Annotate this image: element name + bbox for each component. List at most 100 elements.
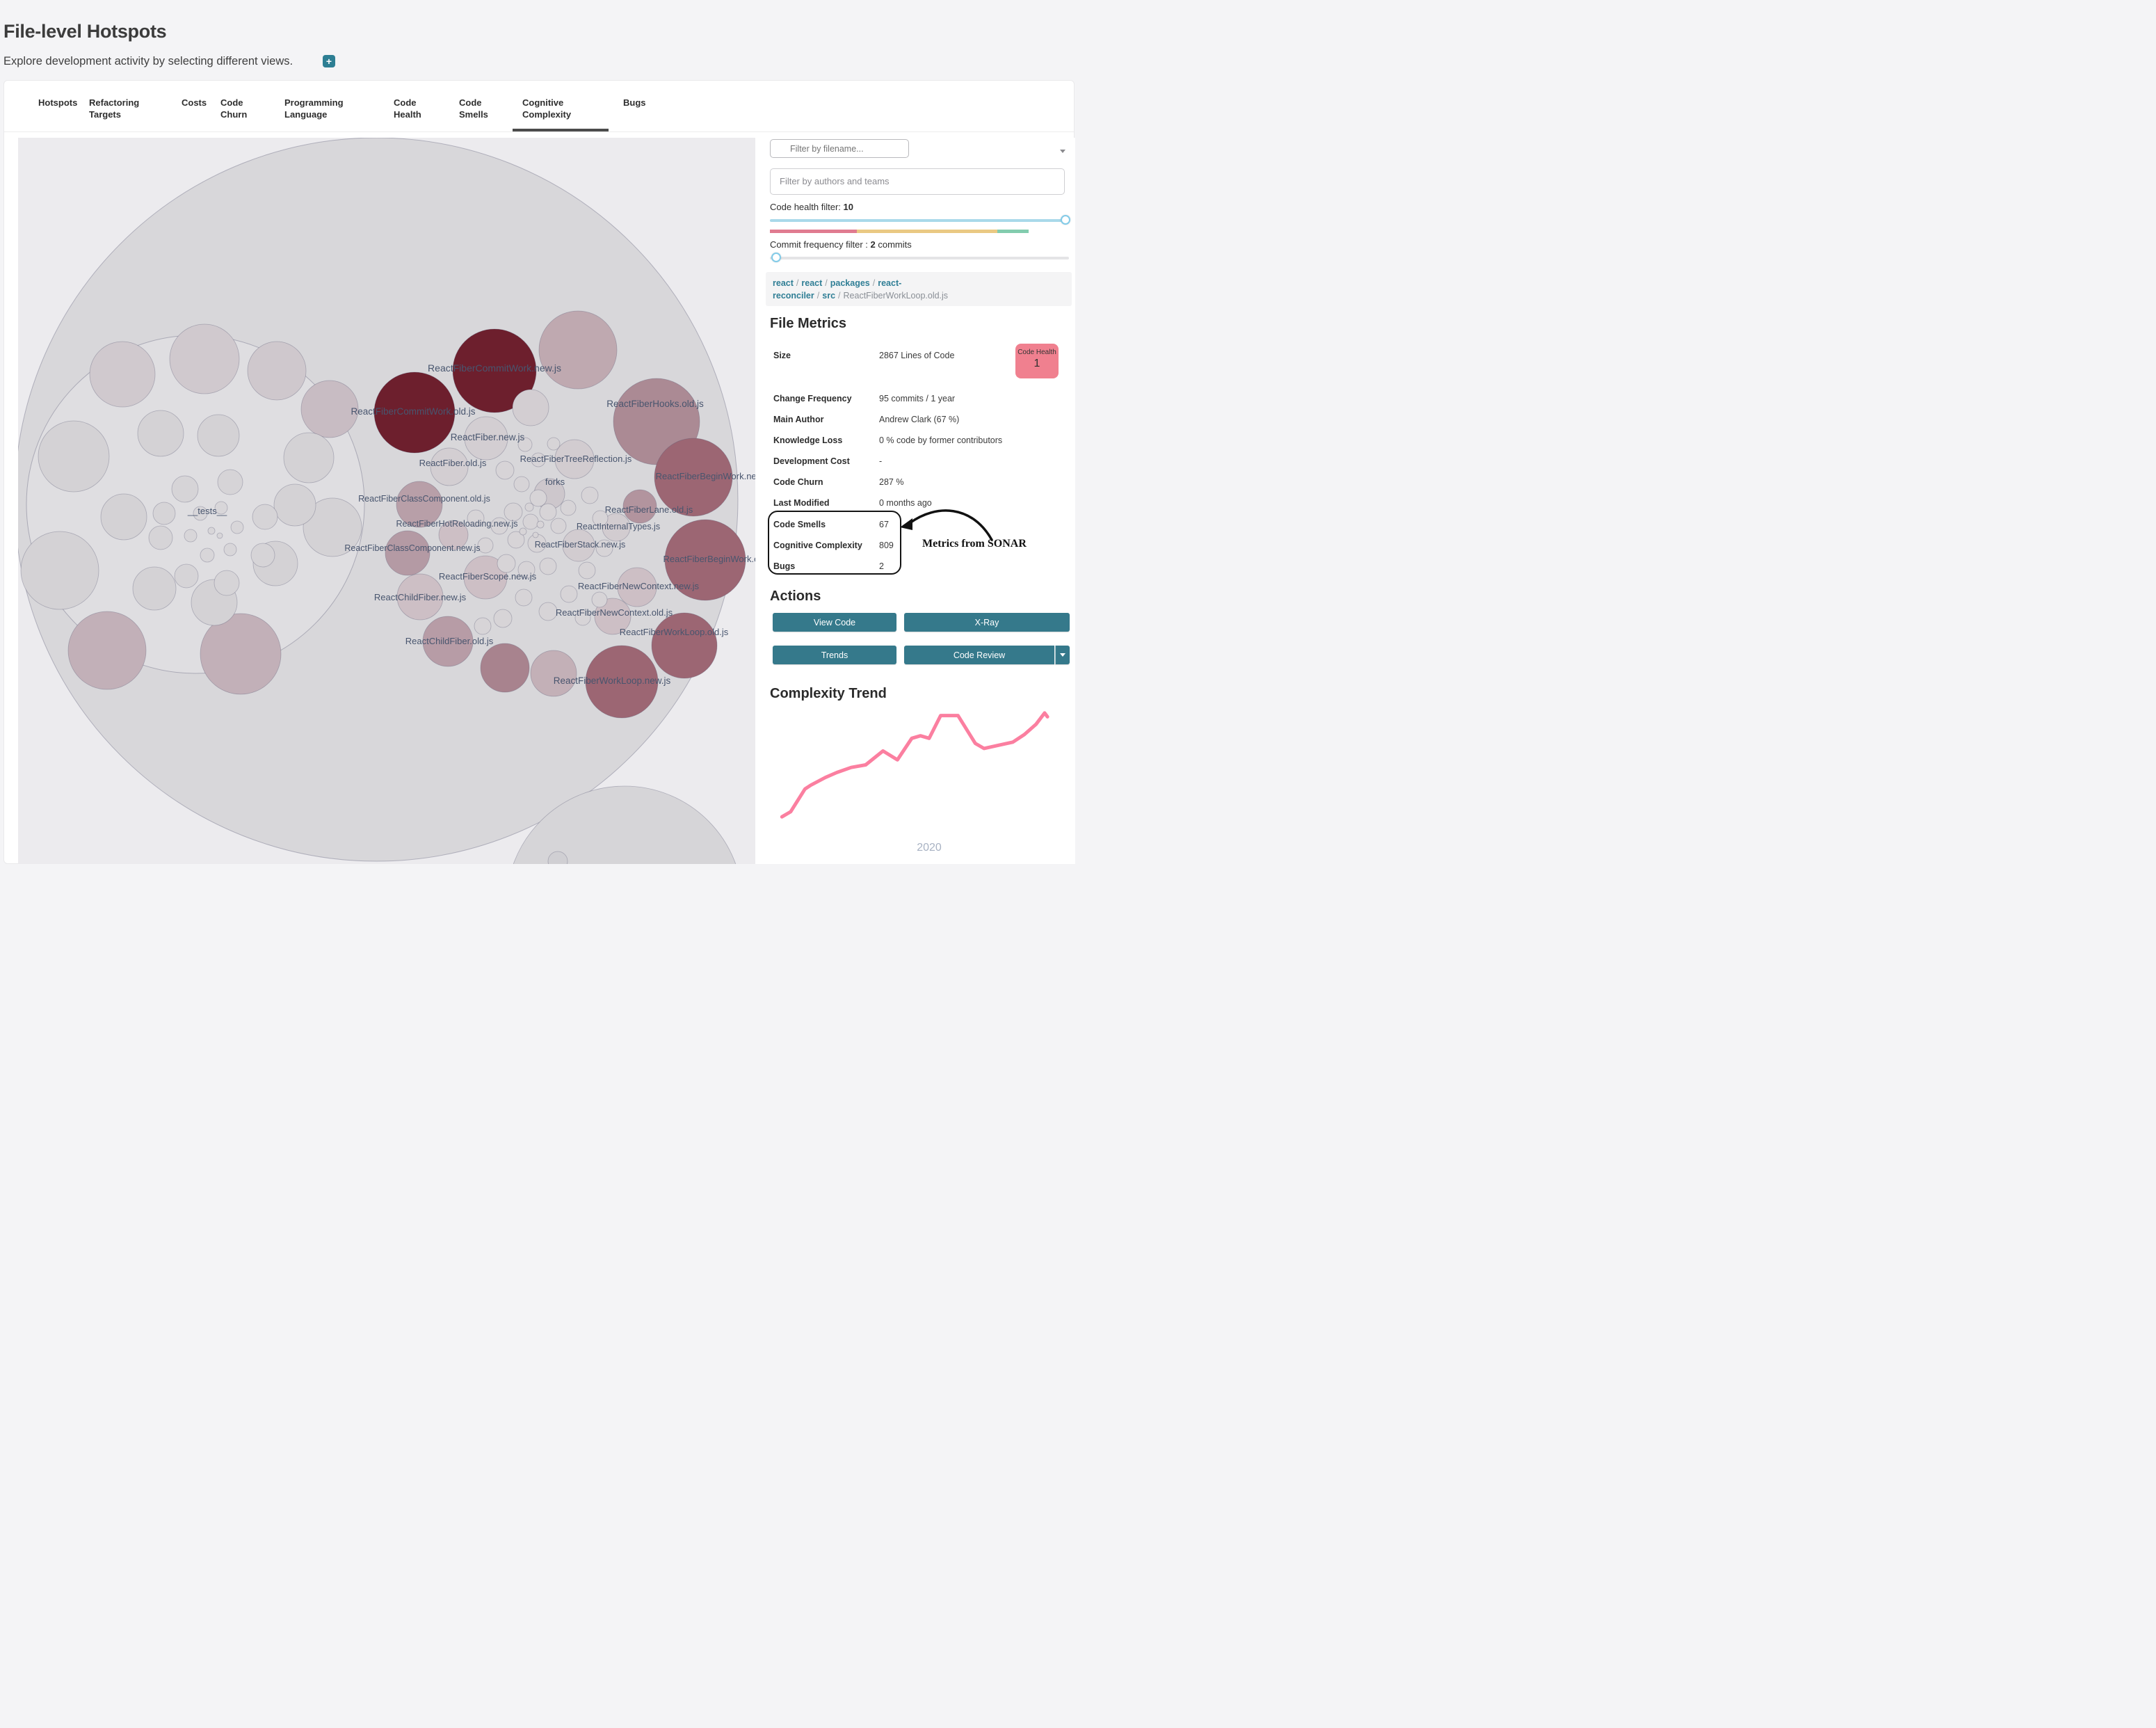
bubble-circle[interactable] (373, 371, 456, 454)
bubble-circle[interactable] (422, 616, 474, 667)
bubble-circle[interactable] (100, 493, 147, 541)
bubble-circle[interactable] (89, 341, 156, 408)
bubble-circle[interactable] (585, 645, 659, 719)
tab-costs[interactable]: Costs (182, 97, 207, 108)
tab-code-health[interactable]: Code Health (394, 97, 421, 120)
bubble-circle[interactable] (217, 469, 243, 495)
bubble-circle[interactable] (250, 543, 275, 568)
breadcrumb-link-packages[interactable]: packages (830, 278, 870, 288)
bubble-circle[interactable] (300, 380, 359, 438)
bubble-circle[interactable] (464, 416, 508, 461)
bubble-circle[interactable] (519, 527, 527, 536)
bubble-circle[interactable] (148, 525, 173, 550)
breadcrumb-link-react[interactable]: react (801, 278, 823, 288)
bubble-circle[interactable] (512, 389, 549, 426)
bubble-circle[interactable] (617, 567, 657, 607)
bubble-circle[interactable] (547, 437, 561, 451)
bubble-circle[interactable] (385, 530, 431, 576)
bubble-circle[interactable] (152, 502, 176, 525)
bubble-circle[interactable] (497, 554, 516, 573)
trends-button[interactable]: Trends (773, 646, 896, 664)
bubble-circle[interactable] (591, 591, 608, 608)
bubble-circle[interactable] (560, 585, 578, 603)
commit-frequency-slider-thumb[interactable] (771, 253, 781, 262)
bubble-circle[interactable] (529, 489, 547, 507)
commit-frequency-slider[interactable] (770, 253, 1069, 262)
bubble-circle[interactable] (554, 439, 595, 479)
bubble-circle[interactable] (536, 520, 545, 529)
bubble-circle[interactable] (193, 506, 208, 521)
bubble-circle[interactable] (532, 531, 539, 538)
bubble-circle[interactable] (252, 504, 278, 530)
bubble-circle[interactable] (517, 561, 536, 579)
bubble-circle[interactable] (396, 573, 444, 621)
code-review-dropdown-caret[interactable] (1055, 646, 1070, 664)
bubble-circle[interactable] (574, 609, 591, 626)
tab-bugs[interactable]: Bugs (623, 97, 646, 108)
bubble-circle[interactable] (303, 497, 362, 557)
bubble-circle[interactable] (562, 529, 595, 562)
bubble-circle[interactable] (578, 561, 596, 579)
bubble-circle[interactable] (207, 527, 216, 535)
bubble-circle[interactable] (474, 617, 492, 635)
bubble-circle[interactable] (594, 598, 631, 635)
bubble-circle[interactable] (38, 420, 110, 493)
code-health-slider-thumb[interactable] (1061, 215, 1070, 225)
tab-refactoring-targets[interactable]: Refactoring Targets (89, 97, 140, 120)
bubble-circle[interactable] (223, 543, 237, 557)
bubble-circle[interactable] (467, 509, 485, 527)
bubble-circle[interactable] (171, 475, 199, 503)
bubble-circle[interactable] (539, 557, 557, 575)
bubble-circle[interactable] (654, 438, 733, 517)
bubble-circle[interactable] (216, 532, 223, 539)
x-ray-button[interactable]: X-Ray (904, 613, 1070, 632)
breadcrumb-link-react[interactable]: react (773, 278, 794, 288)
bubble-circle[interactable] (463, 555, 508, 600)
bubble-circle[interactable] (664, 519, 746, 601)
tab-hotspots[interactable]: Hotspots (38, 97, 78, 108)
bubble-circle[interactable] (507, 531, 525, 549)
bubble-circle[interactable] (247, 341, 307, 401)
bubble-circle[interactable] (531, 452, 546, 467)
bubble-circle[interactable] (430, 447, 469, 486)
bubble-circle[interactable] (538, 602, 558, 621)
bubble-circle[interactable] (595, 539, 613, 557)
code-health-slider[interactable] (770, 215, 1070, 225)
tab-cognitive-complexity[interactable]: Cognitive Complexity (512, 97, 609, 131)
bubble-circle[interactable] (137, 410, 184, 457)
breadcrumb-link-src[interactable]: src (822, 291, 836, 301)
bubble-circle[interactable] (592, 510, 609, 527)
bubble-circle[interactable] (174, 563, 199, 589)
bubble-circle[interactable] (504, 502, 523, 522)
bubble-circle[interactable] (581, 486, 599, 504)
breadcrumb-link-react-reconciler[interactable]: react-reconciler (773, 278, 902, 301)
bubble-circle[interactable] (452, 328, 537, 413)
bubble-circle[interactable] (530, 650, 577, 697)
bubble-circle[interactable] (132, 566, 177, 611)
add-view-button[interactable]: + (323, 55, 335, 67)
bubble-circle[interactable] (538, 310, 618, 390)
bubble-circle[interactable] (517, 437, 533, 452)
code-review-button[interactable]: Code Review (904, 646, 1054, 664)
bubble-circle[interactable] (524, 502, 534, 512)
bubble-circle[interactable] (20, 531, 99, 610)
bubble-circle[interactable] (214, 501, 228, 515)
tab-code-churn[interactable]: Code Churn (220, 97, 248, 120)
bubble-circle[interactable] (283, 432, 335, 483)
bubble-circle[interactable] (522, 513, 539, 530)
bubble-circle[interactable] (67, 611, 147, 690)
tab-code-smells[interactable]: Code Smells (459, 97, 488, 120)
bubble-circle[interactable] (438, 520, 469, 550)
bubble-circle[interactable] (490, 517, 508, 535)
bubble-circle[interactable] (651, 612, 718, 679)
bubble-circle[interactable] (200, 613, 282, 695)
bubble-chart-svg[interactable]: ReactFiberCommitWork.new.js ReactFiberCom… (18, 138, 755, 864)
bubble-circle[interactable] (560, 499, 577, 516)
bubble-circle[interactable] (622, 489, 657, 524)
bubble-circle[interactable] (273, 483, 316, 527)
view-code-button[interactable]: View Code (773, 613, 896, 632)
bubble-circle[interactable] (480, 643, 530, 693)
bubble-circle[interactable] (396, 481, 443, 528)
filename-filter-input[interactable] (770, 139, 909, 158)
bubble-circle[interactable] (515, 589, 533, 607)
